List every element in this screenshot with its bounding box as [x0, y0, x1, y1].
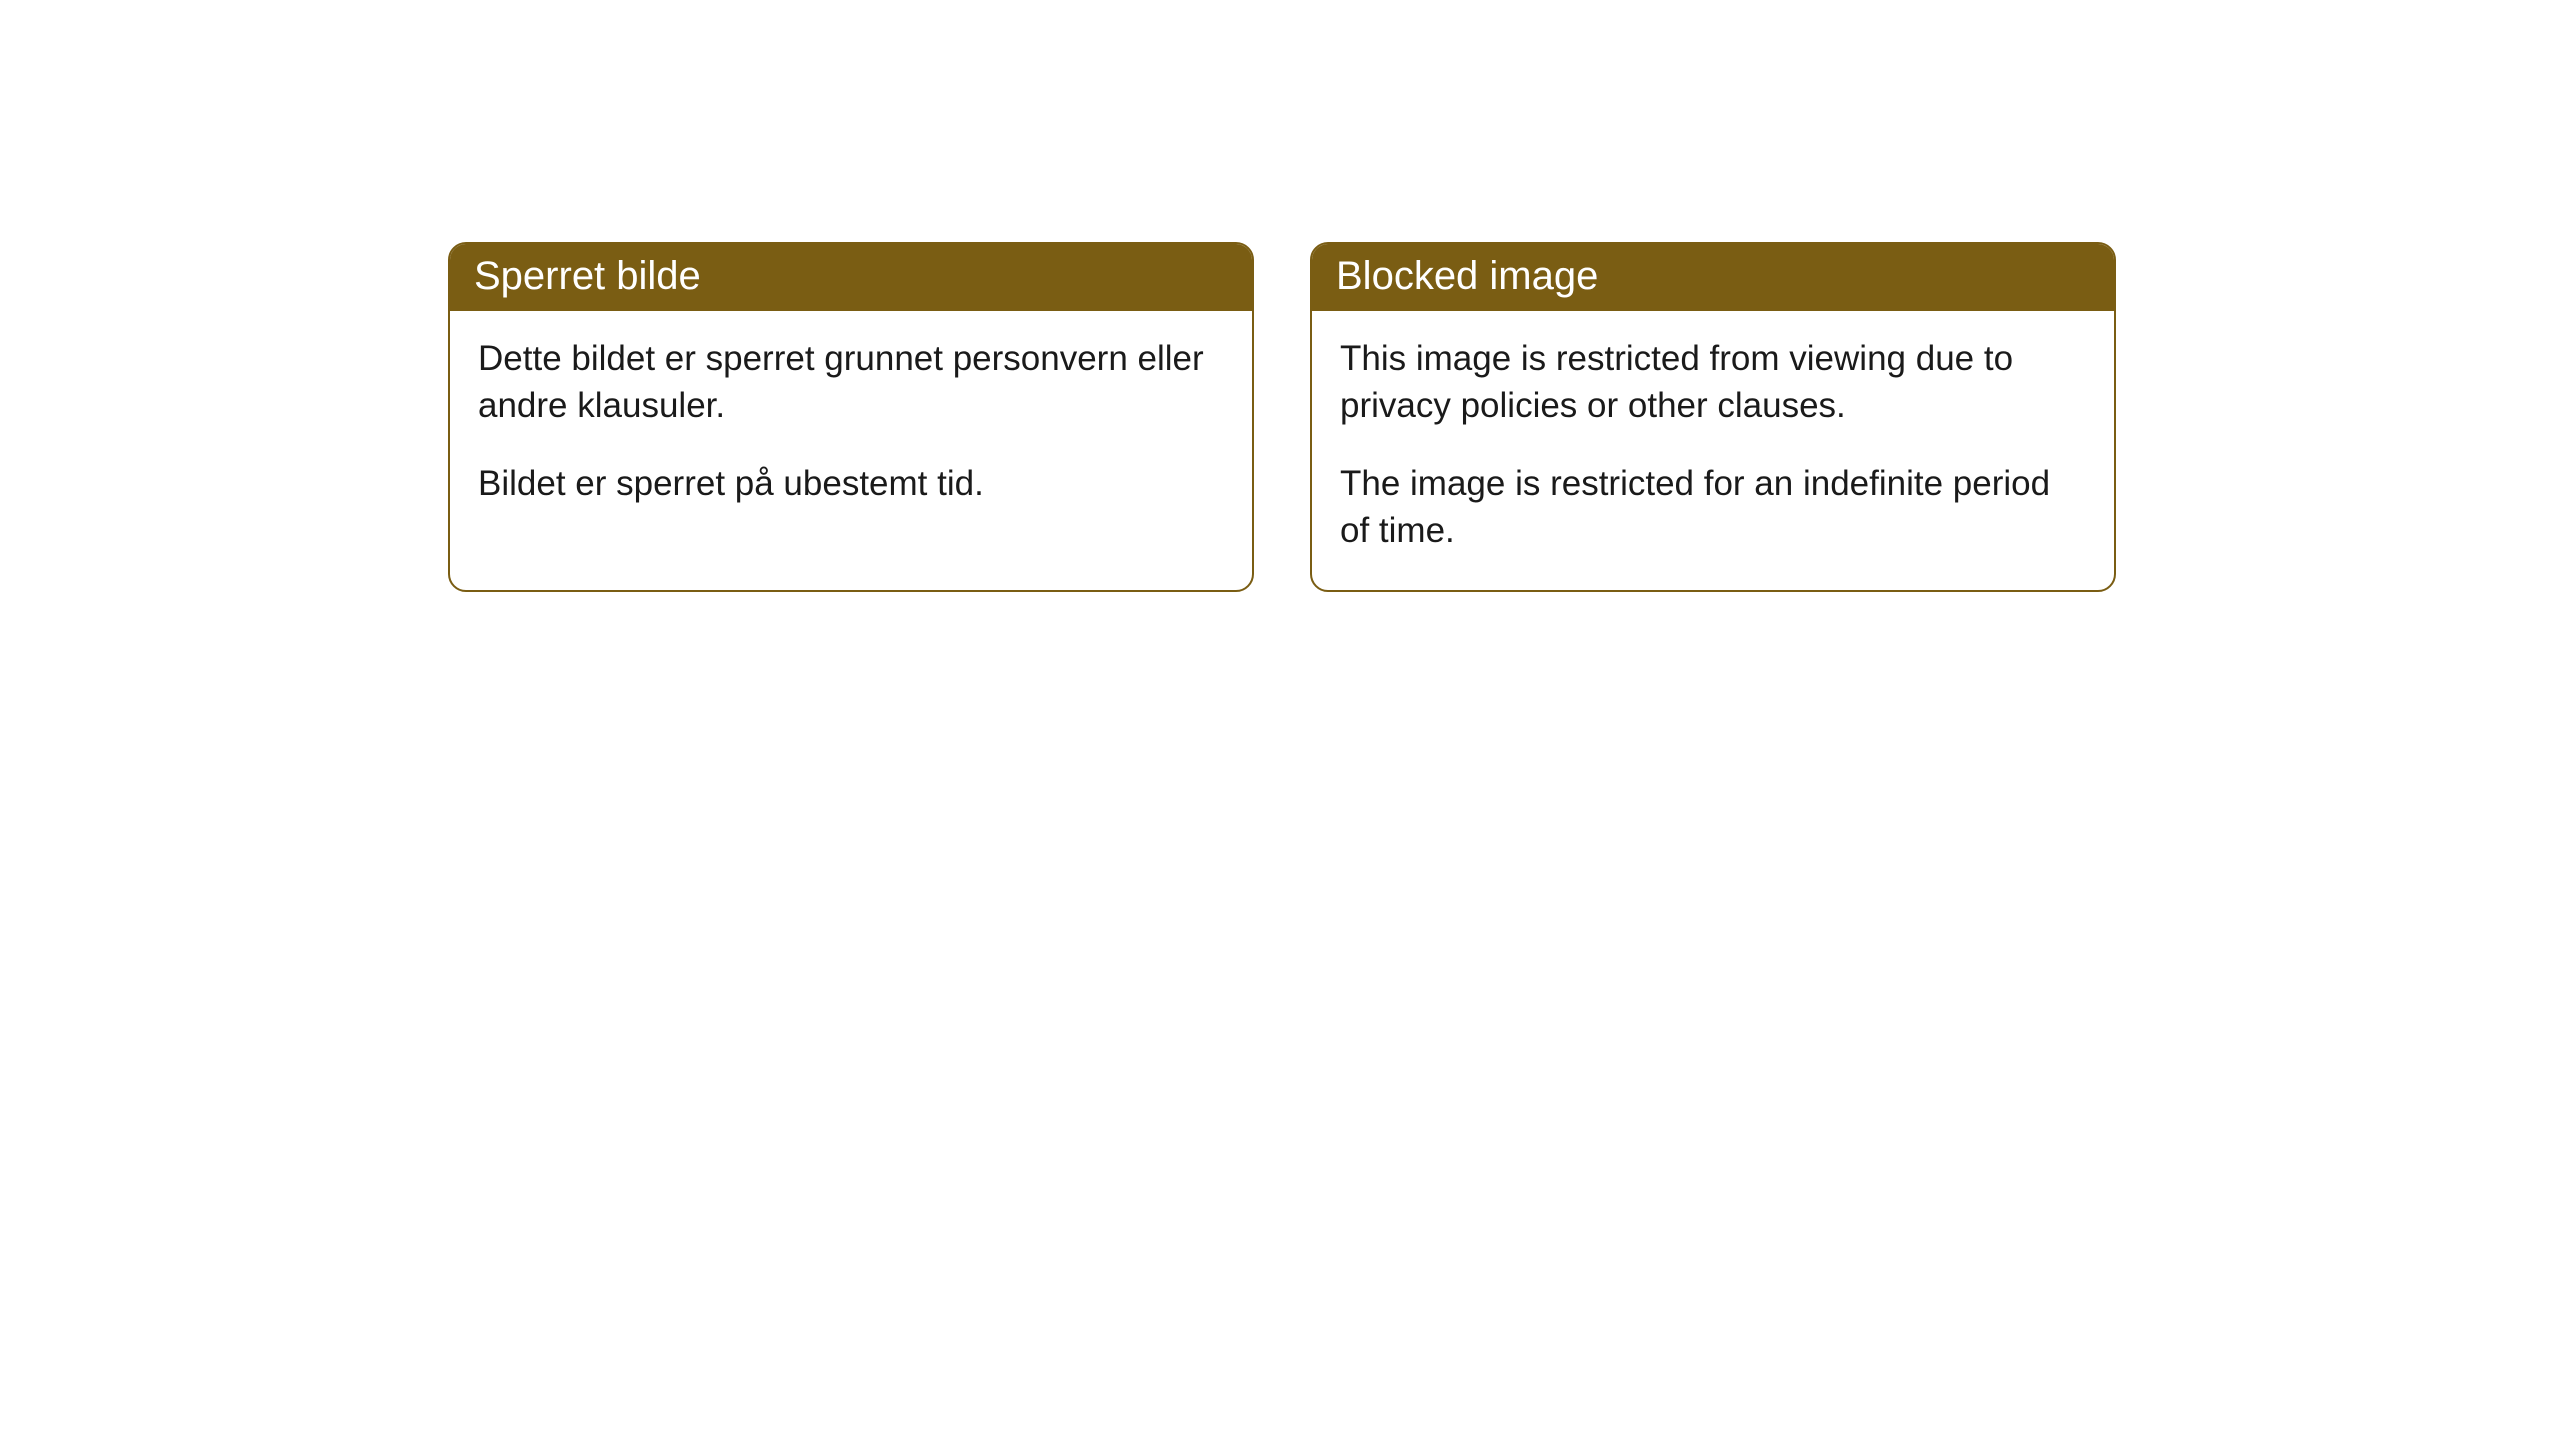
card-title: Sperret bilde [474, 254, 701, 298]
card-title: Blocked image [1336, 254, 1598, 298]
card-body: Dette bildet er sperret grunnet personve… [450, 311, 1252, 543]
card-paragraph: Bildet er sperret på ubestemt tid. [478, 460, 1224, 507]
blocked-image-card-english: Blocked image This image is restricted f… [1310, 242, 2116, 592]
card-paragraph: This image is restricted from viewing du… [1340, 335, 2086, 430]
card-paragraph: The image is restricted for an indefinit… [1340, 460, 2086, 555]
blocked-image-card-norwegian: Sperret bilde Dette bildet er sperret gr… [448, 242, 1254, 592]
card-header: Blocked image [1312, 244, 2114, 311]
card-header: Sperret bilde [450, 244, 1252, 311]
card-paragraph: Dette bildet er sperret grunnet personve… [478, 335, 1224, 430]
card-body: This image is restricted from viewing du… [1312, 311, 2114, 590]
notification-cards-container: Sperret bilde Dette bildet er sperret gr… [448, 242, 2116, 592]
